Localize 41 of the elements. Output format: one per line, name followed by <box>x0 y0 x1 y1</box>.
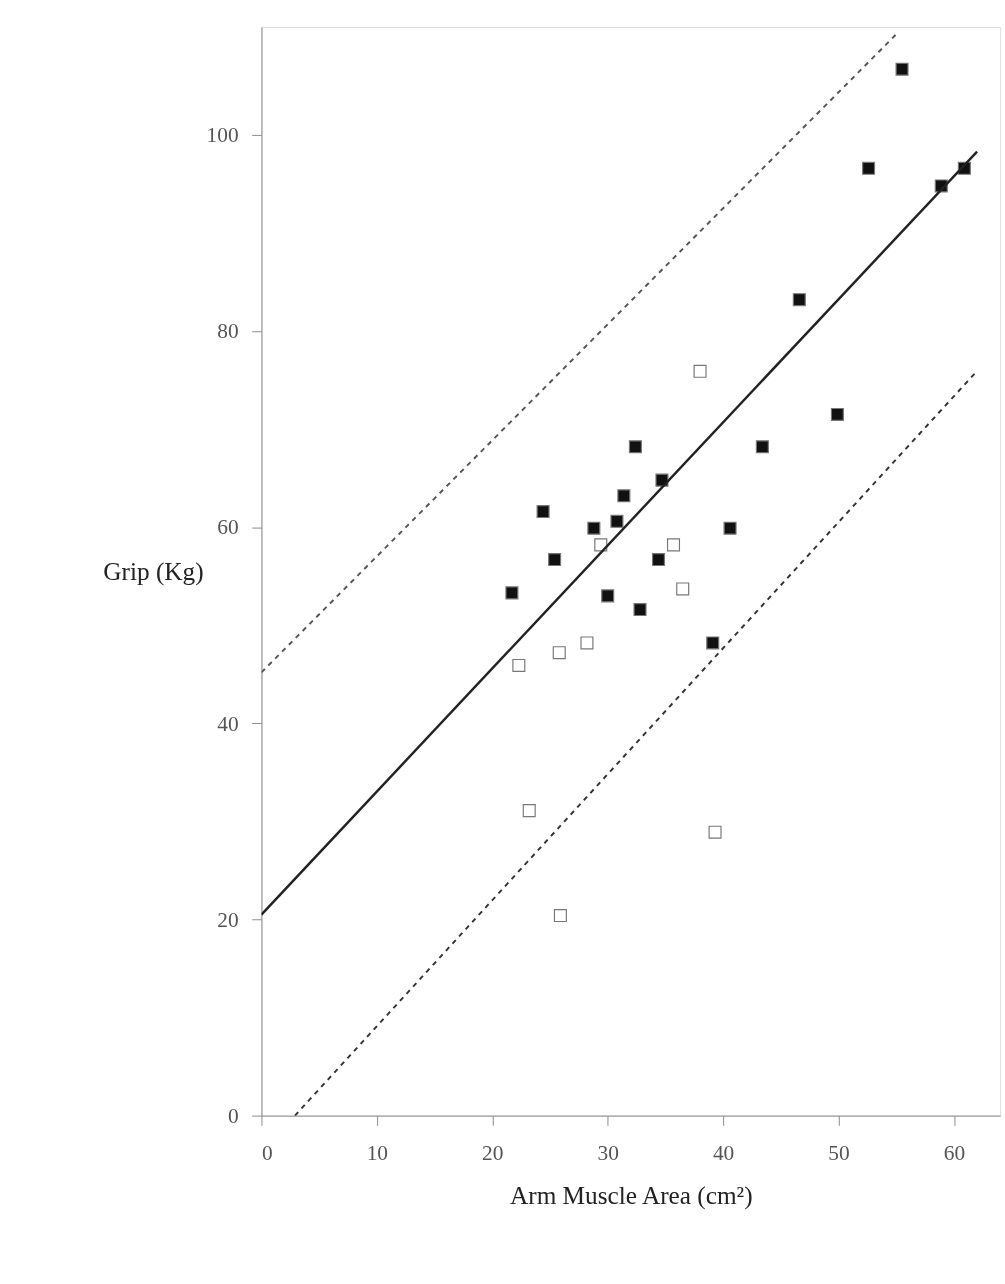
point <box>895 62 909 76</box>
x-tick-label: 40 <box>712 1140 735 1165</box>
y-axis-title: Grip (Kg) <box>103 556 204 586</box>
x-axis-title: Arm Muscle Area (cm²) <box>509 1180 753 1210</box>
x-tick-label: 20 <box>482 1140 504 1165</box>
point <box>512 658 526 673</box>
point <box>708 825 722 839</box>
point <box>617 489 631 503</box>
point <box>610 514 624 528</box>
point <box>693 364 707 378</box>
x-tick-label: 30 <box>597 1140 619 1165</box>
point <box>755 440 769 454</box>
point <box>505 586 519 600</box>
point <box>792 293 806 307</box>
point <box>723 521 737 535</box>
x-tick-label: 0 <box>261 1140 273 1165</box>
y-tick-label: 100 <box>206 123 239 148</box>
point <box>580 636 594 650</box>
x-tick-label: 50 <box>828 1140 850 1165</box>
y-tick-label: 0 <box>227 1103 239 1128</box>
point <box>553 909 567 923</box>
point <box>587 521 601 535</box>
point <box>676 582 690 596</box>
y-tick-label: 60 <box>217 515 239 540</box>
point <box>651 553 666 567</box>
point <box>552 646 566 660</box>
y-tick-label: 20 <box>217 907 239 932</box>
point <box>706 636 720 650</box>
point <box>633 603 647 617</box>
x-tick-label: 10 <box>366 1140 389 1165</box>
y-tick-label: 80 <box>217 319 239 344</box>
point <box>536 504 550 519</box>
x-tick-label: 60 <box>943 1140 966 1165</box>
point <box>830 407 844 421</box>
point <box>601 589 615 603</box>
point <box>628 440 642 454</box>
point <box>666 538 681 552</box>
point <box>548 553 562 567</box>
point <box>862 161 876 175</box>
y-tick-label: 40 <box>217 711 239 736</box>
point <box>522 804 536 818</box>
